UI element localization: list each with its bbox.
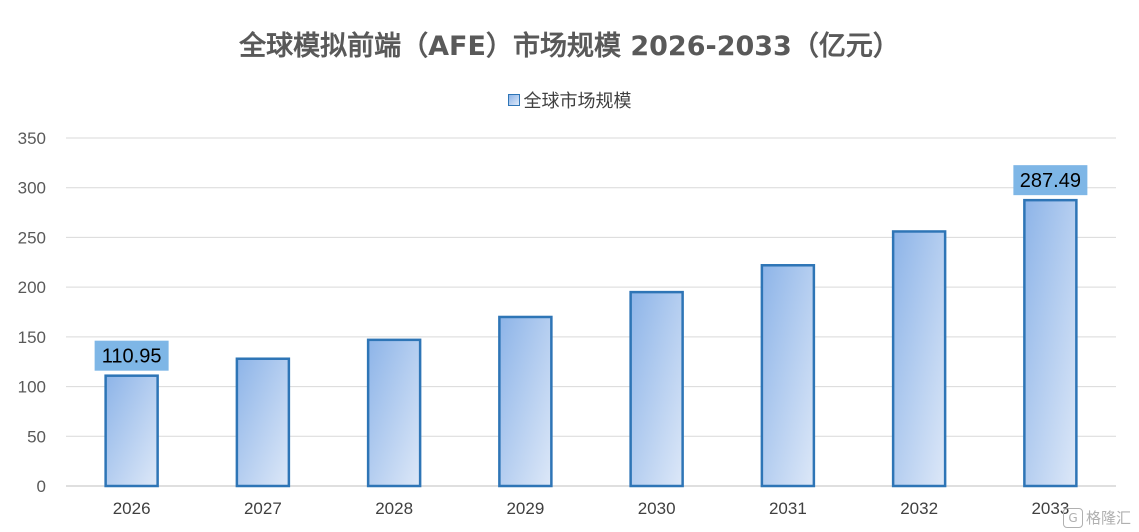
y-tick-label: 200 (18, 278, 46, 297)
data-label-bg (1013, 165, 1088, 196)
y-tick-label: 50 (27, 427, 46, 446)
y-tick-label: 300 (18, 179, 46, 198)
legend-label: 全球市场规模 (523, 91, 632, 112)
x-tick-label: 2033 (1031, 499, 1069, 518)
legend-swatch (507, 94, 520, 106)
watermark-text: 格隆汇 (1085, 508, 1131, 527)
x-tick-label: 2029 (506, 499, 544, 518)
data-label-bg (94, 340, 169, 371)
x-tick-label: 2028 (375, 499, 413, 518)
bar-2026 (104, 374, 159, 488)
chart-title: 全球模拟前端（AFE）市场规模 2026-2033（亿元） (239, 31, 900, 62)
bar-2028 (366, 338, 422, 488)
watermark: G 格隆汇 (1062, 507, 1131, 528)
data-label-2033: 287.49 (1020, 170, 1081, 192)
bar-2027 (235, 357, 291, 488)
y-tick-label: 150 (18, 328, 46, 347)
watermark-logo-icon: G (1062, 508, 1083, 528)
bar-2031 (760, 264, 816, 488)
y-tick-label: 350 (18, 129, 46, 148)
data-label-2026: 110.95 (102, 346, 162, 368)
x-tick-label: 2032 (900, 499, 938, 518)
bar-2030 (629, 290, 684, 488)
y-tick-label: 100 (18, 378, 46, 397)
y-tick-label: 0 (37, 477, 46, 496)
x-tick-label: 2031 (769, 499, 807, 518)
legend: 全球市场规模 (0, 87, 1139, 113)
x-tick-label: 2027 (244, 499, 282, 518)
x-tick-label: 2030 (638, 499, 676, 518)
bar-2033 (1023, 198, 1078, 488)
bar-2029 (498, 315, 553, 488)
bar-2032 (891, 230, 947, 488)
y-tick-label: 250 (18, 228, 46, 247)
x-tick-label: 2026 (113, 499, 151, 518)
